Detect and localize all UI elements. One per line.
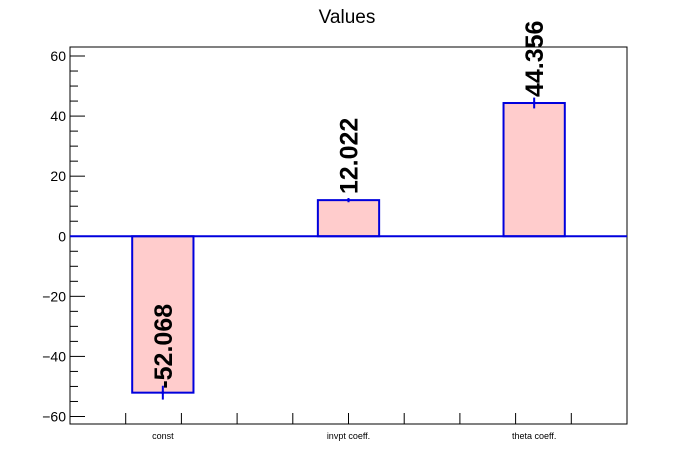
chart-title: Values [319,7,376,28]
value-label: 12.022 [336,118,364,194]
y-tick-label: −20 [42,288,66,304]
value-label: -52.068 [150,304,178,389]
value-label: 44.356 [521,21,549,97]
x-tick-label: const [152,431,174,441]
error-bar-marker [347,198,350,202]
bar [502,102,566,238]
value-labels: -52.068 12.022 44.356 [150,21,549,389]
error-bar-marker [532,101,536,105]
y-tick-label: −60 [42,408,66,424]
x-axis: const invpt coeff. theta coeff. [125,413,572,441]
y-tick-label: 20 [50,168,66,184]
error-bars [161,97,536,400]
y-tick-label: −40 [42,348,66,364]
x-tick-label: theta coeff. [512,431,556,441]
y-tick-label: 0 [58,228,66,244]
error-bar-marker [161,391,165,395]
y-tick-label: 40 [50,108,66,124]
x-tick-label: invpt coeff. [327,431,370,441]
y-tick-label: 60 [50,48,66,64]
bars [131,102,566,394]
bar [316,199,381,238]
